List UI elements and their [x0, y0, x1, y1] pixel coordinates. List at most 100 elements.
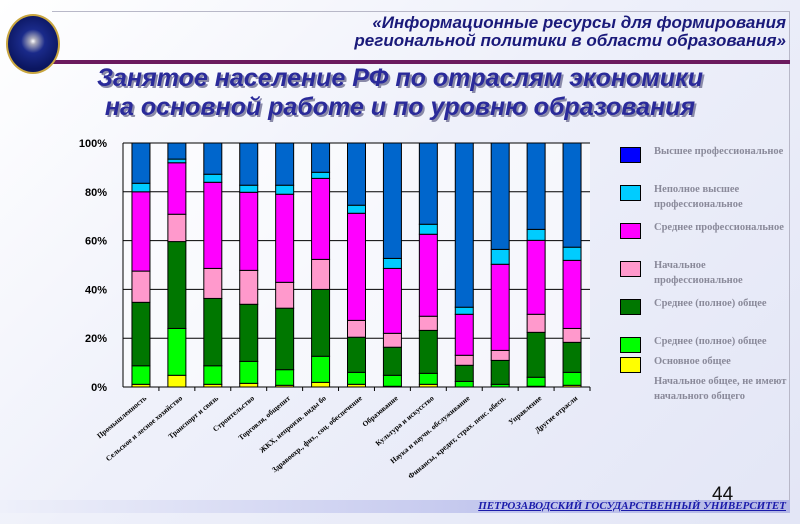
bar-segment	[131, 191, 151, 272]
bar-segment	[454, 364, 474, 382]
bar-segment	[454, 306, 474, 315]
title-line-2: на основной работе и по уровню образован…	[104, 93, 696, 121]
bar-segment	[562, 142, 582, 248]
legend-swatch	[620, 223, 641, 239]
bar-segment	[382, 257, 402, 269]
bar-segment	[382, 346, 402, 376]
y-tick-label: 20%	[85, 333, 107, 345]
bar-segment	[382, 142, 402, 259]
bar-segment	[239, 269, 259, 305]
bar-segment	[275, 281, 295, 309]
bar-segment	[418, 329, 438, 374]
bar-segment	[131, 182, 151, 193]
bar-segment	[382, 332, 402, 348]
bar-segment	[347, 212, 366, 321]
legend-label: Начальное профессиональное	[654, 260, 743, 286]
bar-segment	[131, 365, 151, 385]
bar-segment	[275, 193, 295, 283]
bar-segment	[239, 303, 259, 362]
bar-segment	[275, 369, 295, 386]
bar-segment	[562, 327, 582, 343]
legend-label: Среднее профессиональное	[654, 222, 784, 233]
bar-segment	[418, 223, 438, 235]
legend-swatch	[620, 261, 641, 277]
bar-segment	[311, 258, 331, 290]
bar-segment	[311, 288, 331, 357]
legend-label: Среднее (полное) общее	[654, 336, 767, 347]
slide-frame-top	[52, 11, 790, 12]
bar-segment	[526, 313, 546, 333]
bar-segment	[562, 246, 582, 261]
bar-segment	[562, 259, 582, 329]
bar-segment	[526, 376, 546, 387]
bar-segment	[167, 158, 187, 164]
footer-band	[0, 500, 790, 513]
bar-segment	[562, 371, 582, 386]
bar-segment	[382, 374, 402, 387]
header-line-1: «Информационные ресурсы для формирования	[372, 13, 786, 32]
bar-segment	[490, 263, 510, 351]
bar-segment	[347, 142, 366, 206]
bar-segment	[418, 233, 438, 317]
chart-legend: Высшее профессиональное Неполное высшее п…	[619, 144, 789, 422]
bar-segment	[311, 381, 331, 388]
bar-segment	[311, 142, 331, 173]
legend-item: Начальное общее, не имеют начального общ…	[619, 374, 789, 422]
bar-segment	[203, 142, 223, 175]
y-tick-label: 80%	[85, 187, 107, 199]
legend-swatch	[620, 299, 641, 315]
legend-swatch	[620, 147, 641, 163]
legend-swatch	[620, 337, 641, 353]
bar-segment	[275, 184, 295, 195]
legend-label: Основное общее	[654, 356, 731, 367]
bar-segment	[490, 142, 510, 250]
bar-segment	[239, 142, 259, 186]
university-name: ПЕТРОЗАВОДСКИЙ ГОСУДАРСТВЕННЫЙ УНИВЕРСИТ…	[478, 500, 786, 512]
bar-segment	[454, 313, 474, 356]
bar-segment	[239, 191, 259, 271]
bar-segment	[490, 248, 510, 265]
bar-segment	[275, 142, 295, 186]
bar-segment	[131, 301, 151, 367]
bar-segment	[167, 162, 187, 215]
bar-segment	[239, 184, 259, 193]
bar-segment	[275, 307, 295, 371]
header-divider	[52, 60, 790, 64]
bar-segment	[418, 142, 438, 225]
legend-item: Основное общее	[619, 354, 789, 374]
bar-segment	[454, 380, 474, 388]
bar-segment	[239, 360, 259, 384]
y-tick-label: 0%	[91, 382, 107, 394]
legend-item: Среднее профессиональное	[619, 220, 789, 258]
legend-label: Начальное общее, не имеют начального общ…	[654, 376, 787, 402]
y-tick-label: 100%	[79, 138, 107, 150]
bar-segment	[131, 142, 151, 184]
page-number: 44	[712, 484, 734, 505]
legend-label: Среднее (полное) общее	[654, 298, 767, 309]
legend-label: Высшее профессиональное	[654, 146, 784, 157]
slide-title: Занятое население РФ по отраслям экономи…	[0, 64, 800, 122]
bar-segment	[203, 297, 223, 367]
bar-segment	[203, 267, 223, 299]
bar-segment	[311, 177, 331, 260]
bar-segment	[526, 228, 546, 241]
legend-item: Неполное высшее профессиональное	[619, 182, 789, 220]
bar-segment	[562, 341, 582, 373]
legend-swatch	[620, 357, 641, 373]
bar-segment	[526, 142, 546, 230]
bar-segment	[347, 319, 366, 338]
title-line-1: Занятое население РФ по отраслям экономи…	[96, 64, 703, 92]
bar-segment	[382, 267, 402, 334]
slide-frame-right	[789, 11, 790, 501]
bar-segment	[203, 173, 223, 183]
legend-item: Среднее (полное) общее	[619, 334, 789, 354]
bar-segment	[203, 365, 223, 385]
y-tick-label: 60%	[85, 236, 107, 248]
bar-segment	[347, 336, 366, 373]
bar-segment	[131, 270, 151, 303]
bar-segment	[347, 371, 366, 385]
legend-swatch	[620, 185, 641, 201]
bar-segment	[490, 349, 510, 361]
bar-segment	[454, 142, 474, 308]
